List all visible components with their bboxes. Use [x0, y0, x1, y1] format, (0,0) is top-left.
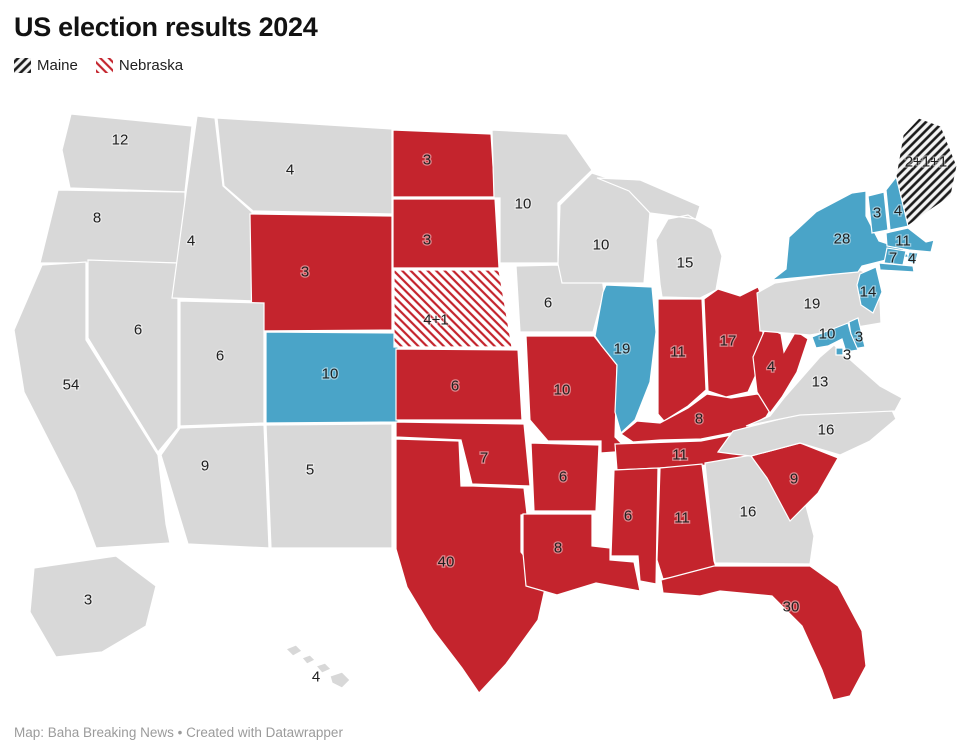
- state-ks[interactable]: Kansas: 6: [395, 348, 523, 421]
- nebraska-hatch-swatch: [95, 58, 113, 73]
- state-label-hi: 4: [312, 669, 320, 686]
- state-nj[interactable]: New Jersey: 14: [856, 266, 883, 314]
- state-ar[interactable]: Arkansas: 6: [530, 442, 600, 512]
- state-nv[interactable]: Nevada: 6: [87, 259, 179, 454]
- state-ne[interactable]: Nebraska: 4+1: [393, 269, 513, 348]
- legend-label-nebraska: Nebraska: [118, 57, 184, 74]
- attribution: Map: Baha Breaking News • Created with D…: [14, 725, 343, 740]
- state-nm[interactable]: New Mexico: 5: [265, 423, 393, 549]
- state-il[interactable]: Illinois: 19: [594, 284, 657, 435]
- state-me[interactable]: Maine: 2+1+1: [895, 117, 958, 228]
- state-wy[interactable]: Wyoming: 3: [249, 213, 393, 332]
- legend-item-nebraska: Nebraska: [95, 57, 184, 74]
- attribution-source: Map: Baha Breaking News: [14, 725, 174, 740]
- state-wi[interactable]: Wisconsin: 10: [557, 172, 651, 284]
- datawrapper-link[interactable]: Created with Datawrapper: [186, 725, 343, 740]
- legend-label-maine: Maine: [37, 57, 78, 74]
- state-md[interactable]: Maryland: 10: [811, 322, 859, 353]
- chart-header: US election results 2024 Maine Nebraska: [14, 12, 318, 74]
- maine-hatch-swatch: [14, 58, 31, 73]
- state-ct[interactable]: Connecticut: 7: [883, 247, 907, 266]
- state-la[interactable]: Louisiana: 8: [522, 513, 641, 596]
- states-layer: Washington: 12Oregon: 8California: 54Nev…: [13, 113, 958, 701]
- state-oh[interactable]: Ohio: 17: [703, 286, 765, 398]
- state-ak[interactable]: Alaska: 3: [29, 555, 157, 658]
- state-pa[interactable]: Pennsylvania: 19: [756, 269, 882, 336]
- state-co[interactable]: Colorado: 10: [265, 331, 399, 424]
- legend-item-maine: Maine: [14, 57, 78, 74]
- state-hi[interactable]: Hawaii: 4: [284, 644, 351, 689]
- legend: Maine Nebraska: [14, 57, 317, 74]
- state-vt[interactable]: Vermont: 3: [867, 191, 889, 234]
- state-mt[interactable]: Montana: 4: [216, 117, 393, 215]
- state-ut[interactable]: Utah: 6: [179, 300, 265, 427]
- state-ri[interactable]: Rhode Island: 4: [906, 251, 919, 265]
- state-fl[interactable]: Florida: 30: [660, 565, 867, 701]
- state-wa[interactable]: Washington: 12: [61, 113, 193, 193]
- state-az[interactable]: Arizona: 9: [160, 424, 270, 549]
- state-dc[interactable]: District of Columbia: 3: [835, 347, 844, 356]
- state-ca[interactable]: California: 54: [13, 261, 171, 549]
- state-sd[interactable]: South Dakota: 3: [392, 198, 500, 269]
- state-or[interactable]: Oregon: 8: [39, 189, 186, 264]
- state-in[interactable]: Indiana: 11: [657, 298, 707, 422]
- state-ok[interactable]: Oklahoma: 7: [395, 421, 531, 487]
- page-title: US election results 2024: [14, 12, 318, 42]
- state-nd[interactable]: North Dakota: 3: [392, 129, 496, 198]
- state-ms[interactable]: Mississippi: 6: [610, 467, 659, 585]
- attribution-separator: •: [177, 725, 183, 740]
- state-mi[interactable]: Michigan: 15: [596, 177, 723, 299]
- state-ma[interactable]: Massachusetts: 11: [885, 227, 935, 253]
- state-va[interactable]: Virginia: 13: [745, 344, 903, 427]
